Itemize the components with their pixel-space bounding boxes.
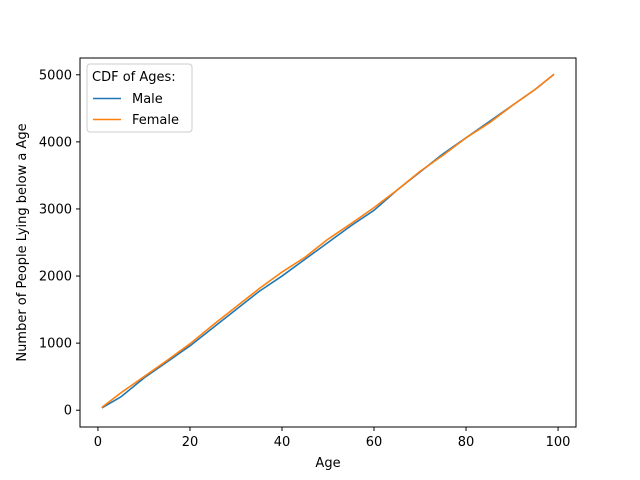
- x-tick-label: 40: [274, 435, 291, 450]
- y-tick-label: 3000: [39, 202, 72, 217]
- y-tick-label: 1000: [39, 337, 72, 352]
- legend-title: CDF of Ages:: [92, 70, 176, 85]
- y-tick-label: 0: [64, 404, 72, 419]
- legend-label-male: Male: [132, 92, 163, 107]
- x-axis-label: Age: [315, 456, 340, 471]
- legend-box: [86, 63, 193, 133]
- y-axis-label: Number of People Lying below a Age: [15, 123, 30, 361]
- x-tick-label: 80: [458, 435, 475, 450]
- y-tick-label: 4000: [39, 135, 72, 150]
- plot-lines: [101, 73, 555, 409]
- x-tick-label: 100: [546, 435, 571, 450]
- series-line-female: [101, 73, 555, 408]
- x-tick-label: 60: [366, 435, 383, 450]
- y-tick-label: 5000: [39, 68, 72, 83]
- y-tick-label: 2000: [39, 270, 72, 285]
- legend-entries: Male Female: [93, 92, 179, 128]
- x-tick-label: 20: [182, 435, 199, 450]
- legend: CDF of Ages: Male Female: [86, 63, 193, 133]
- y-axis: 0 1000 2000 3000 4000 5000: [39, 68, 80, 419]
- plot-frame: [79, 57, 577, 428]
- x-tick-label: 0: [94, 435, 102, 450]
- legend-label-female: Female: [132, 113, 179, 128]
- x-axis: 0 20 40 60 80 100: [94, 427, 571, 450]
